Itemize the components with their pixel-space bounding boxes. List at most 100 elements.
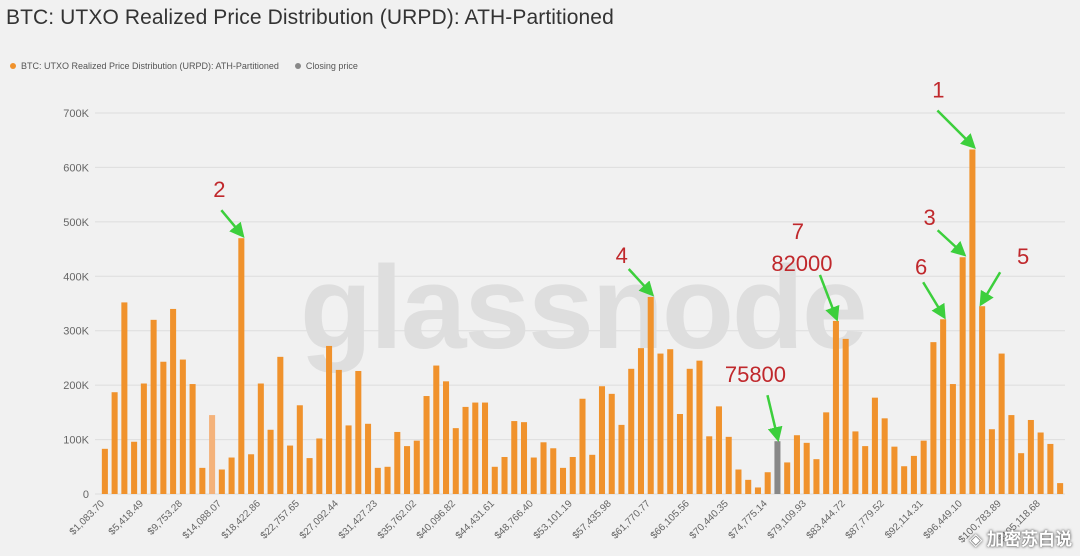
bar (862, 446, 869, 494)
annotation-arrow (936, 229, 967, 257)
bar (949, 384, 956, 494)
x-tick-label: $61,770.77 (610, 498, 653, 541)
bar (452, 428, 459, 494)
legend-label-urpd: BTC: UTXO Realized Price Distribution (U… (21, 61, 279, 71)
annotation-label: 4 (616, 243, 628, 268)
bar (482, 402, 489, 494)
bar (910, 455, 917, 494)
x-tick-label: $35,762.02 (376, 498, 419, 541)
bar (189, 384, 196, 494)
bar (608, 393, 615, 494)
bar (618, 424, 625, 494)
bar (374, 467, 381, 494)
corner-watermark: ◈ 加密苏白说 (969, 530, 1072, 549)
bar (248, 454, 255, 494)
annotation-label: 7 (792, 219, 804, 244)
bar (969, 149, 976, 494)
bar (754, 487, 761, 494)
legend-label-closing: Closing price (305, 61, 358, 71)
bar (462, 406, 469, 494)
x-tick-label: $31,427.23 (337, 498, 380, 541)
bar (1037, 432, 1044, 494)
legend-swatch-gray (294, 63, 301, 69)
bar (140, 383, 147, 494)
bar (998, 353, 1005, 494)
bar (676, 413, 683, 494)
bar (1027, 419, 1034, 494)
x-tick-label: $14,088.07 (181, 498, 224, 541)
bar (472, 402, 479, 494)
bar (101, 448, 108, 494)
x-tick-label: $22,757.65 (259, 498, 302, 541)
bar (131, 441, 138, 494)
bar (365, 423, 372, 494)
y-tick-label: 400K (63, 271, 89, 283)
bar (170, 308, 177, 494)
bar (784, 462, 791, 494)
bar (1047, 443, 1054, 494)
x-tick-label: $87,779.52 (844, 498, 887, 541)
bar (901, 466, 908, 494)
bar (647, 296, 654, 494)
y-tick-label: 300K (63, 326, 89, 338)
bar (433, 365, 440, 494)
bar (735, 469, 742, 494)
annotation-arrow (922, 281, 946, 320)
bar (316, 438, 323, 494)
y-tick-label: 500K (63, 217, 89, 229)
bar (959, 257, 966, 494)
bar (1008, 415, 1015, 494)
y-tick-label: 700K (63, 108, 89, 120)
bar (511, 421, 518, 494)
annotation-arrow (627, 268, 655, 297)
bar (491, 466, 498, 494)
annotation-arrow (220, 209, 245, 239)
bar (559, 467, 567, 494)
legend-item-closing[interactable]: Closing price (294, 61, 358, 71)
annotation-label: 6 (915, 254, 927, 279)
x-tick-label: $53,101.19 (532, 498, 575, 541)
bar (530, 457, 537, 494)
bar (871, 397, 878, 494)
y-tick-label: 200K (63, 380, 89, 392)
bar (394, 431, 401, 494)
x-tick-label: $9,753.28 (146, 498, 186, 538)
bar (550, 448, 557, 494)
bar (287, 445, 294, 494)
bar (793, 435, 800, 494)
bar (150, 319, 157, 494)
bar (667, 349, 674, 494)
x-tick-label: $5,418.49 (107, 498, 147, 538)
bar (579, 398, 586, 494)
bar (920, 440, 927, 494)
chart-legend: BTC: UTXO Realized Price Distribution (U… (10, 61, 374, 71)
bar (423, 396, 430, 494)
bar (930, 342, 937, 494)
legend-item-urpd[interactable]: BTC: UTXO Realized Price Distribution (U… (10, 61, 279, 71)
bar (404, 446, 411, 494)
annotation-arrow (818, 274, 840, 322)
bar (881, 418, 888, 494)
x-tick-label: $83,444.72 (805, 498, 848, 541)
bar (540, 442, 547, 494)
annotation-label: 75800 (725, 362, 786, 387)
legend-swatch-orange (10, 63, 16, 69)
x-tick-label: $48,766.40 (493, 498, 536, 541)
bar (823, 412, 830, 494)
bar (355, 370, 362, 494)
bar (335, 369, 342, 494)
x-tick-label: $40,096.82 (415, 498, 458, 541)
bar (209, 415, 216, 494)
annotation-arrow (766, 394, 783, 443)
bar (111, 392, 118, 494)
x-tick-label: $79,109.93 (766, 498, 809, 541)
bar (706, 436, 713, 494)
bar (598, 386, 606, 494)
bar (1018, 453, 1025, 494)
bar (628, 368, 635, 494)
bar (277, 356, 284, 494)
x-tick-label: $27,092.44 (298, 498, 341, 541)
bar (686, 368, 693, 494)
bar (725, 436, 732, 494)
